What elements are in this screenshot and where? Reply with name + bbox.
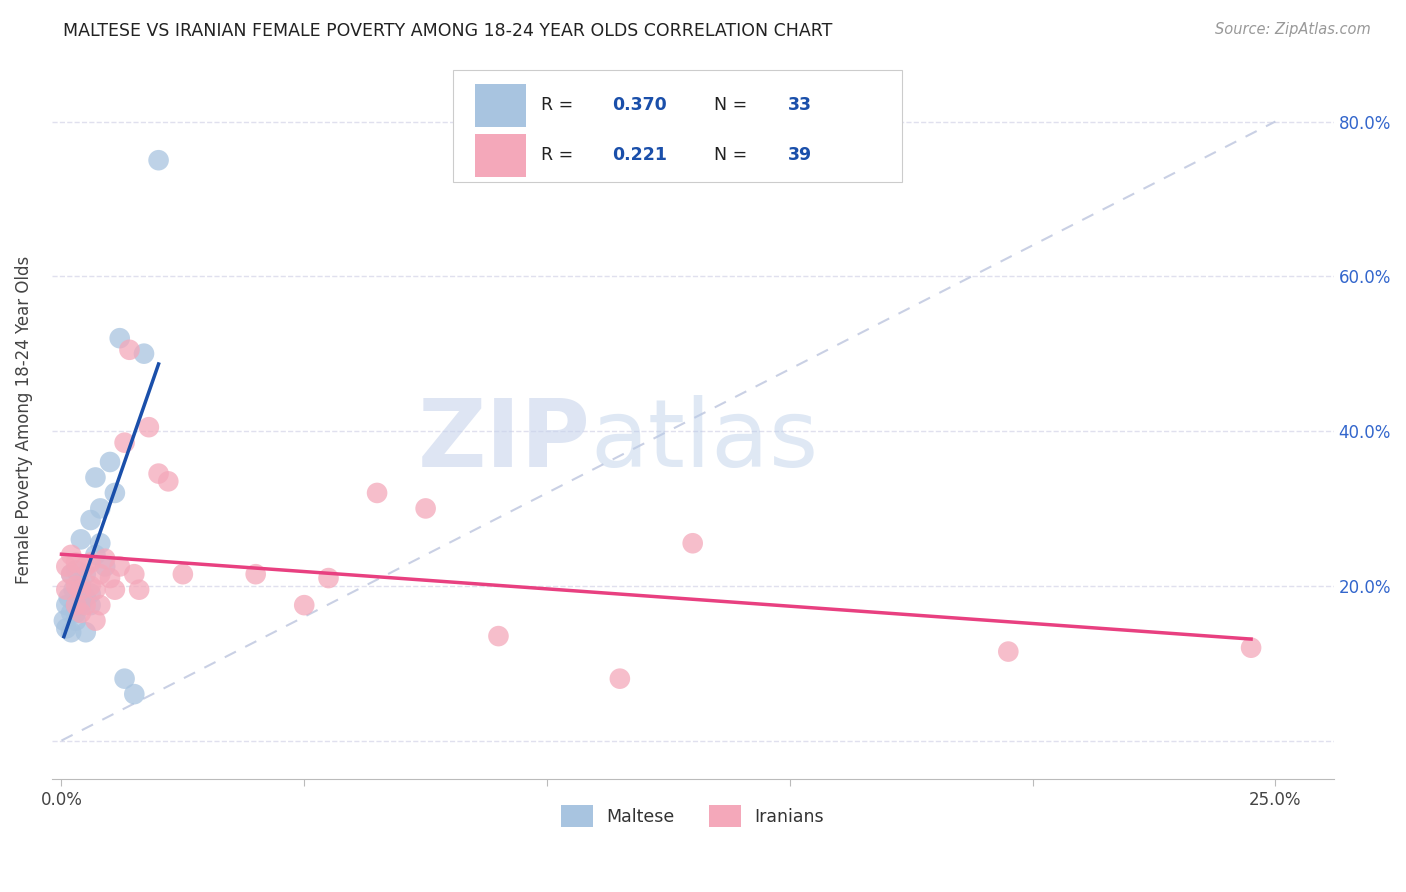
Point xyxy=(70,579,93,593)
Point xyxy=(65,614,87,628)
Text: 0.370: 0.370 xyxy=(612,96,666,114)
Bar xyxy=(475,134,526,177)
Point xyxy=(75,625,97,640)
Point xyxy=(65,606,87,620)
Point xyxy=(65,563,87,577)
Point xyxy=(108,559,131,574)
Point xyxy=(318,571,340,585)
Point xyxy=(84,548,107,562)
Point xyxy=(79,579,101,593)
Point xyxy=(108,331,131,345)
Point xyxy=(94,559,117,574)
Point xyxy=(104,582,127,597)
Point xyxy=(79,513,101,527)
Point xyxy=(89,567,111,582)
Text: Source: ZipAtlas.com: Source: ZipAtlas.com xyxy=(1215,22,1371,37)
Point xyxy=(62,582,84,597)
Text: 39: 39 xyxy=(787,146,811,164)
Point xyxy=(60,548,83,562)
Point xyxy=(65,598,87,612)
Point xyxy=(84,582,107,597)
Point xyxy=(79,586,101,600)
Point xyxy=(84,470,107,484)
Point xyxy=(488,629,510,643)
Point xyxy=(114,672,136,686)
Text: R =: R = xyxy=(541,96,579,114)
Point xyxy=(60,567,83,582)
Point xyxy=(60,606,83,620)
Text: N =: N = xyxy=(714,146,754,164)
Point xyxy=(148,153,170,168)
Y-axis label: Female Poverty Among 18-24 Year Olds: Female Poverty Among 18-24 Year Olds xyxy=(15,255,32,583)
Point xyxy=(89,501,111,516)
Point xyxy=(75,591,97,605)
Point xyxy=(70,533,93,547)
Point xyxy=(609,672,631,686)
Bar xyxy=(475,84,526,127)
Point xyxy=(65,556,87,570)
Point xyxy=(89,536,111,550)
Point xyxy=(70,598,93,612)
Point xyxy=(114,435,136,450)
Point xyxy=(89,598,111,612)
Point xyxy=(84,614,107,628)
Point xyxy=(70,606,93,620)
Point xyxy=(172,567,194,582)
Point xyxy=(415,501,437,516)
Point xyxy=(60,567,83,582)
Point xyxy=(55,559,77,574)
Text: R =: R = xyxy=(541,146,579,164)
Point xyxy=(148,467,170,481)
Point xyxy=(79,556,101,570)
Point xyxy=(52,614,75,628)
Point xyxy=(65,579,87,593)
Text: 33: 33 xyxy=(787,96,811,114)
Point xyxy=(157,475,180,489)
Point xyxy=(65,598,87,612)
Point xyxy=(60,625,83,640)
Point xyxy=(1240,640,1263,655)
Point xyxy=(55,598,77,612)
Point xyxy=(124,687,146,701)
Point xyxy=(245,567,267,582)
Text: MALTESE VS IRANIAN FEMALE POVERTY AMONG 18-24 YEAR OLDS CORRELATION CHART: MALTESE VS IRANIAN FEMALE POVERTY AMONG … xyxy=(63,22,832,40)
Point xyxy=(98,455,121,469)
Point xyxy=(55,582,77,597)
Point xyxy=(292,598,315,612)
Point xyxy=(104,486,127,500)
Legend: Maltese, Iranians: Maltese, Iranians xyxy=(553,797,832,835)
Point xyxy=(75,567,97,582)
Text: 0.221: 0.221 xyxy=(612,146,666,164)
Text: ZIP: ZIP xyxy=(418,395,591,487)
Point xyxy=(70,582,93,597)
Point xyxy=(132,346,155,360)
Point xyxy=(98,571,121,585)
Text: atlas: atlas xyxy=(591,395,818,487)
Point xyxy=(366,486,388,500)
Point xyxy=(75,559,97,574)
Point xyxy=(997,644,1019,658)
Point xyxy=(138,420,160,434)
Point xyxy=(79,598,101,612)
Point xyxy=(124,567,146,582)
Point xyxy=(75,598,97,612)
FancyBboxPatch shape xyxy=(453,70,901,182)
Point xyxy=(128,582,150,597)
Text: N =: N = xyxy=(714,96,754,114)
Point xyxy=(94,551,117,566)
Point xyxy=(682,536,704,550)
Point xyxy=(118,343,141,357)
Point xyxy=(55,621,77,635)
Point xyxy=(58,591,80,605)
